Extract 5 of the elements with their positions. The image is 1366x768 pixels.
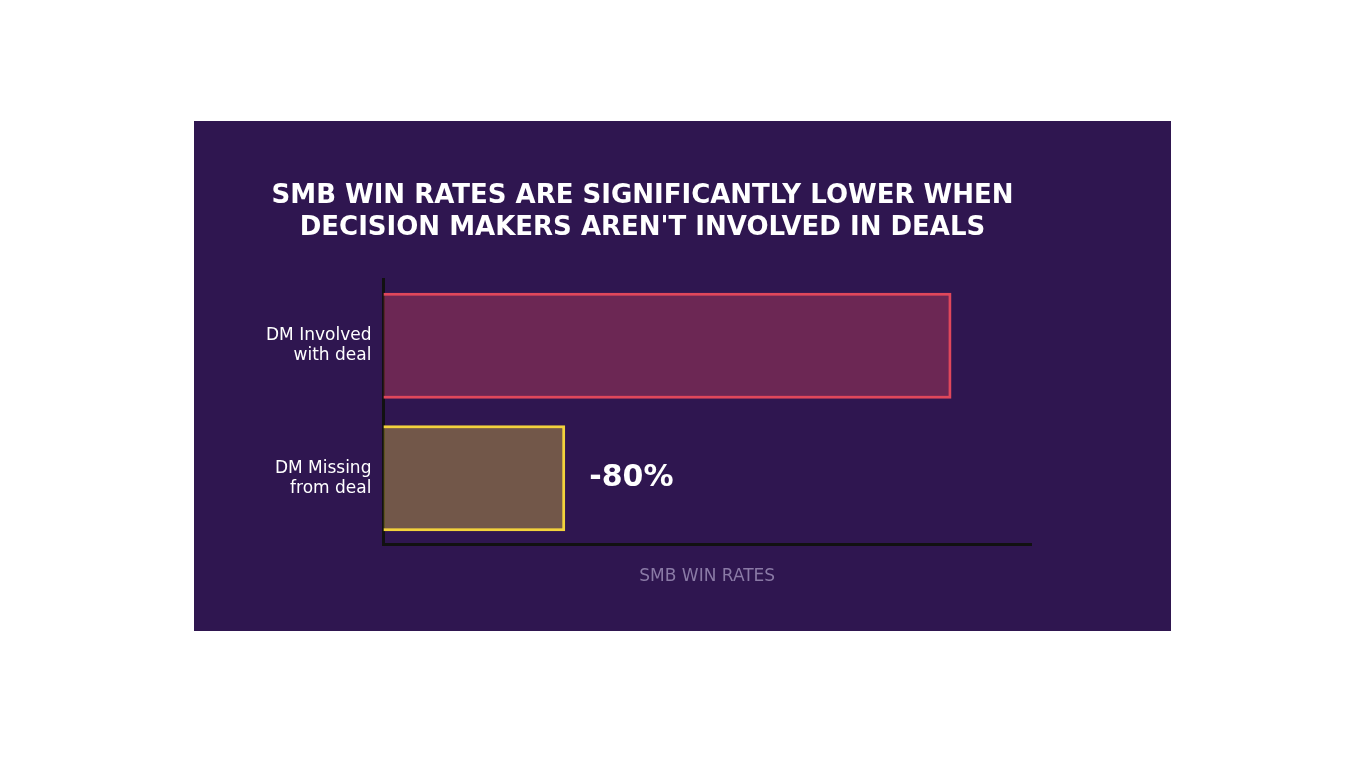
y-tick-label: DM Involved with deal (265, 323, 372, 365)
x-axis-title: SMB WIN RATES (639, 565, 776, 586)
annotation: -80% (589, 458, 674, 494)
chart-title: SMB WIN RATES ARE SIGNIFICANTLY LOWER WHEN DECISION MAKERS AREN'T INVOLVED IN DEALS (271, 179, 1014, 241)
y-tick-label: DM Missing from deal (274, 456, 372, 497)
